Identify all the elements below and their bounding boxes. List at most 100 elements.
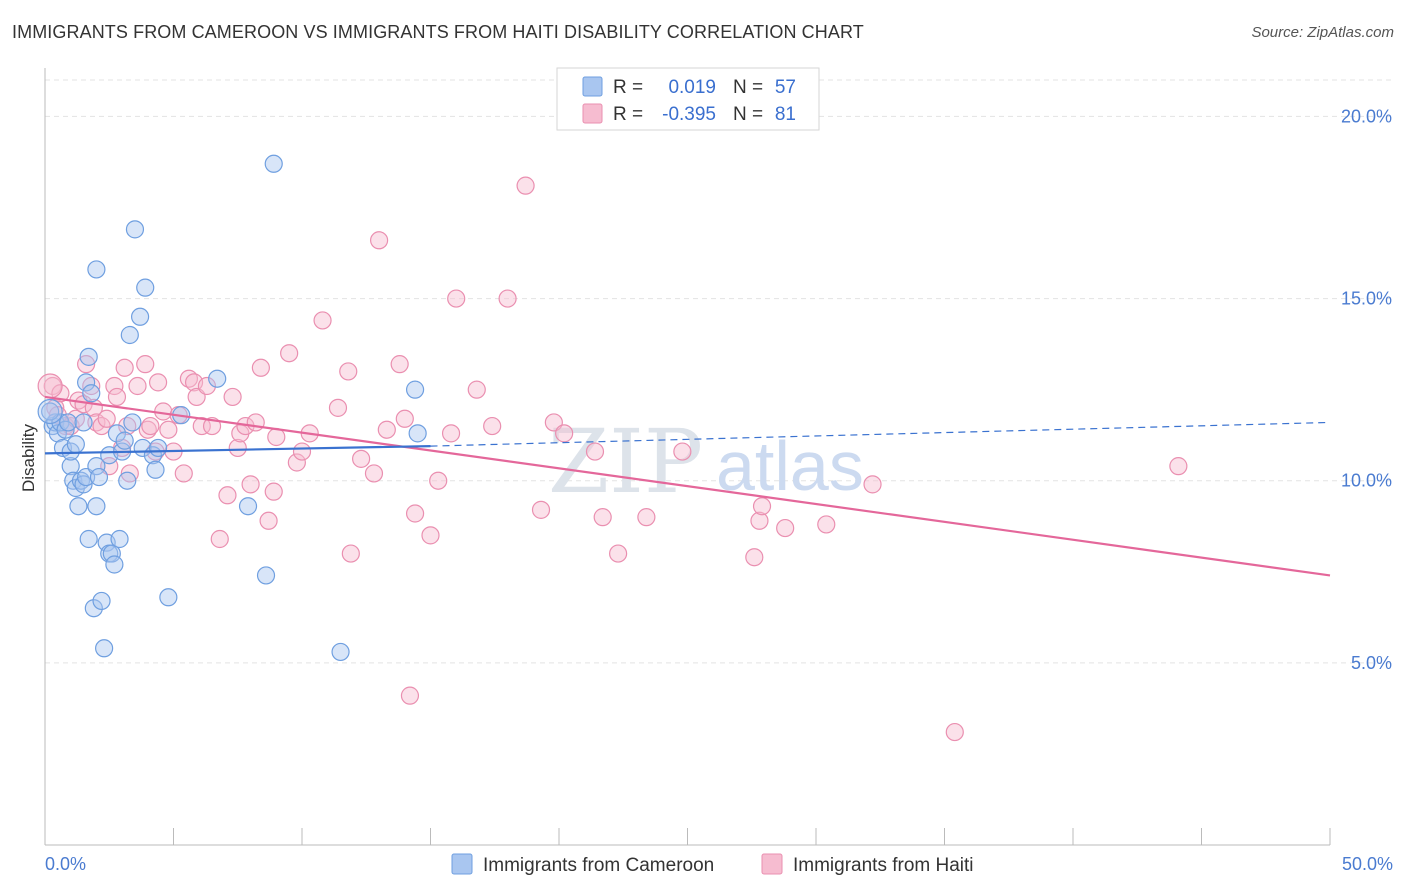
trend-line-cameroon: [44, 445, 431, 455]
cameroon-point: [82, 384, 101, 403]
bottom-legend-label-haiti[interactable]: Immigrants from Haiti: [793, 855, 974, 876]
haiti-point: [498, 289, 517, 308]
haiti-point: [593, 508, 612, 527]
cameroon-point: [264, 154, 283, 173]
haiti-point: [377, 420, 396, 439]
haiti-point: [400, 686, 420, 705]
cameroon-point: [89, 467, 109, 487]
cameroon-point: [59, 413, 78, 432]
cameroon-point: [37, 398, 63, 425]
cameroon-point: [256, 566, 276, 585]
haiti-point: [370, 231, 389, 250]
legend-n-label-cameroon: N =: [733, 77, 763, 98]
y-tick-label: 10.0%: [1341, 471, 1392, 491]
haiti-point: [218, 486, 237, 505]
legend-n-value-cameroon: 57: [775, 77, 796, 98]
haiti-point: [555, 424, 574, 443]
haiti-point: [745, 548, 764, 567]
grid-lines: [45, 79, 1393, 664]
haiti-point: [390, 355, 409, 374]
cameroon-point: [130, 307, 150, 326]
watermark: ZIP atlas: [548, 410, 864, 513]
legend-n-label-haiti: N =: [733, 104, 763, 125]
cameroon-point: [92, 591, 111, 611]
chart-source: Source: ZipAtlas.com: [1251, 24, 1394, 41]
haiti-point: [210, 529, 229, 549]
haiti-point: [228, 438, 247, 458]
haiti-point: [37, 373, 63, 399]
cameroon-point: [79, 347, 98, 366]
cameroon-point: [74, 475, 93, 494]
haiti-point: [174, 464, 193, 483]
haiti-point: [447, 289, 466, 308]
haiti-point: [287, 453, 306, 472]
chart-title: IMMIGRANTS FROM CAMEROON VS IMMIGRANTS F…: [12, 22, 864, 42]
cameroon-point: [125, 220, 145, 239]
x-tick-label-max: 50.0%: [1342, 854, 1393, 874]
cameroon-point: [405, 380, 425, 399]
bottom-legend: Immigrants from Cameroon Immigrants from…: [451, 853, 974, 876]
y-axis-label: Disability: [19, 423, 38, 492]
trend-line-haiti: [44, 395, 1331, 577]
cameroon-point: [87, 457, 106, 476]
bottom-legend-label-cameroon[interactable]: Immigrants from Cameroon: [483, 855, 714, 876]
cameroon-point: [61, 457, 80, 476]
haiti-point: [405, 504, 425, 523]
axes: [44, 68, 1331, 846]
cameroon-point: [238, 497, 258, 516]
haiti-point: [609, 544, 628, 563]
cameroon-point: [110, 529, 129, 549]
haiti-point: [136, 355, 155, 374]
haiti-point: [1169, 457, 1188, 476]
cameroon-point: [69, 497, 88, 516]
watermark-zip: ZIP: [548, 410, 703, 513]
cameroon-point: [74, 413, 93, 432]
cameroon-point: [66, 435, 85, 454]
haiti-point: [148, 373, 168, 392]
cameroon-point: [79, 529, 98, 549]
haiti-point: [516, 176, 535, 195]
haiti-point: [637, 508, 656, 527]
bottom-legend-swatch-cameroon[interactable]: [451, 853, 473, 875]
legend-swatch-cameroon: [582, 76, 603, 97]
haiti-point: [115, 358, 134, 377]
x-tick-labels: 0.0% 50.0%: [45, 854, 1393, 874]
haiti-point: [585, 442, 605, 461]
haiti-point: [159, 420, 178, 439]
legend-n-value-haiti: 81: [775, 104, 796, 125]
haiti-point: [141, 416, 160, 436]
legend-r-value-cameroon: 0.019: [668, 77, 716, 98]
legend-r-value-haiti: -0.395: [662, 104, 716, 125]
cameroon-point: [146, 460, 165, 479]
haiti-point: [43, 376, 62, 396]
series-cameroon-points: [37, 154, 427, 662]
haiti-point: [246, 413, 265, 432]
cameroon-point: [118, 471, 137, 490]
haiti-point: [395, 409, 414, 428]
bottom-legend-swatch-haiti[interactable]: [761, 853, 783, 875]
cameroon-point: [408, 424, 427, 443]
cameroon-point: [148, 438, 168, 458]
cameroon-point: [159, 588, 178, 607]
haiti-point: [945, 722, 964, 742]
haiti-point: [267, 427, 286, 447]
haiti-point: [292, 442, 312, 461]
haiti-point: [429, 471, 448, 490]
cameroon-point: [41, 402, 60, 421]
legend-swatch-haiti: [582, 103, 603, 124]
haiti-point: [97, 409, 116, 428]
cameroon-point: [87, 260, 106, 279]
cameroon-point: [107, 424, 127, 443]
haiti-point: [531, 500, 551, 519]
haiti-point: [120, 464, 139, 483]
haiti-point: [750, 511, 769, 530]
haiti-point: [197, 376, 217, 396]
haiti-point: [328, 398, 348, 417]
haiti-point: [313, 311, 332, 330]
haiti-point: [77, 355, 96, 374]
cameroon-point: [115, 431, 134, 450]
y-tick-label: 20.0%: [1341, 106, 1392, 126]
cameroon-point: [123, 413, 142, 432]
haiti-point: [241, 475, 260, 494]
haiti-point: [483, 416, 502, 436]
